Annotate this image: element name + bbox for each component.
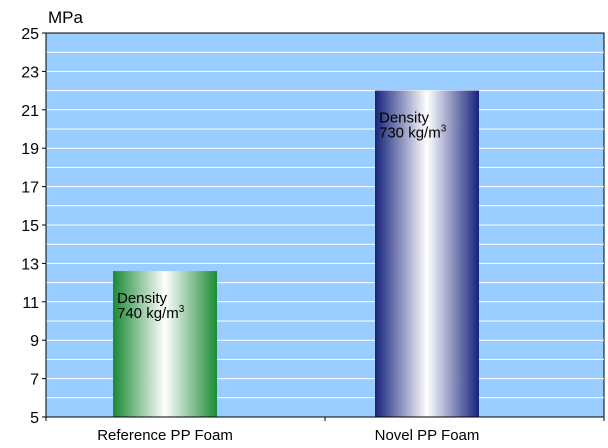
- y-tick-label: 19: [21, 141, 39, 158]
- bar-annotation-line1: Density: [117, 290, 168, 307]
- y-tick-label: 11: [22, 295, 39, 312]
- bar: [113, 271, 217, 417]
- y-axis: 5 7 9 11 13 15 17 19 21 23 25: [21, 26, 47, 427]
- y-tick-label: 17: [21, 180, 39, 197]
- bars: [113, 90, 479, 417]
- y-tick-label: 9: [30, 333, 39, 350]
- x-tick-label: Novel PP Foam: [375, 427, 480, 444]
- x-tick-label: Reference PP Foam: [97, 427, 233, 444]
- y-axis-label: MPa: [48, 8, 84, 27]
- bar-annotation-line2: 730 kg/m3: [379, 124, 447, 142]
- bar-annotation-line1: Density: [379, 110, 430, 127]
- y-tick-label: 5: [30, 410, 39, 427]
- y-tick-label: 13: [21, 256, 39, 273]
- y-tick-label: 7: [30, 372, 39, 389]
- x-axis: Reference PP Foam Novel PP Foam: [45, 416, 605, 444]
- y-tick-label: 21: [21, 103, 39, 120]
- y-tick-label: 25: [21, 26, 39, 43]
- bar-annotation-line2: 740 kg/m3: [117, 304, 185, 322]
- bar: [375, 90, 479, 417]
- gridlines: [46, 51, 604, 399]
- y-tick-label: 23: [21, 64, 39, 81]
- y-tick-label: 15: [21, 218, 39, 235]
